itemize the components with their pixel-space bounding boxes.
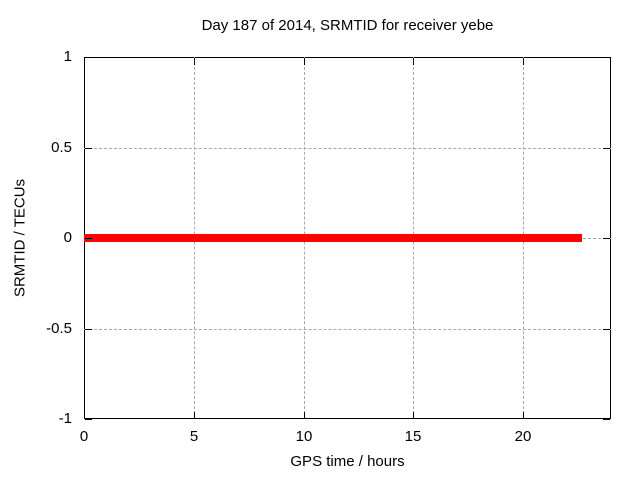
x-tick-mark (523, 412, 524, 419)
x-tick-label: 0 (79, 428, 89, 445)
x-tick-mark-top (523, 58, 524, 65)
y-tick-mark (85, 148, 92, 149)
y-tick-mark (85, 419, 92, 420)
y-tick-mark (85, 57, 92, 58)
x-tick-label: 5 (189, 428, 199, 445)
x-tick-label: 15 (404, 428, 422, 445)
y-tick-mark-right (603, 57, 610, 58)
y-tick-label: -0.5 (46, 320, 72, 337)
x-tick-mark (194, 412, 195, 419)
x-tick-mark (413, 412, 414, 419)
x-tick-mark (304, 412, 305, 419)
y-tick-label: 0 (63, 229, 72, 246)
y-tick-mark (85, 238, 92, 239)
chart-title: Day 187 of 2014, SRMTID for receiver yeb… (201, 17, 494, 34)
y-tick-mark-right (603, 329, 610, 330)
y-tick-label: -1 (58, 410, 72, 427)
y-tick-mark (85, 329, 92, 330)
x-tick-mark (84, 412, 85, 419)
y-tick-mark-right (603, 148, 610, 149)
x-tick-mark-top (304, 58, 305, 65)
x-tick-label: 10 (295, 428, 313, 445)
y-tick-label: 1 (63, 48, 72, 65)
x-tick-mark-top (194, 58, 195, 65)
y-tick-mark-right (603, 238, 610, 239)
y-tick-mark-right (603, 419, 610, 420)
x-tick-label: 20 (514, 428, 532, 445)
x-axis-label: GPS time / hours (290, 453, 405, 470)
x-tick-mark-top (413, 58, 414, 65)
data-line-srmtid (84, 234, 583, 242)
x-tick-mark-top (84, 58, 85, 65)
y-tick-label: 0.5 (51, 139, 72, 156)
